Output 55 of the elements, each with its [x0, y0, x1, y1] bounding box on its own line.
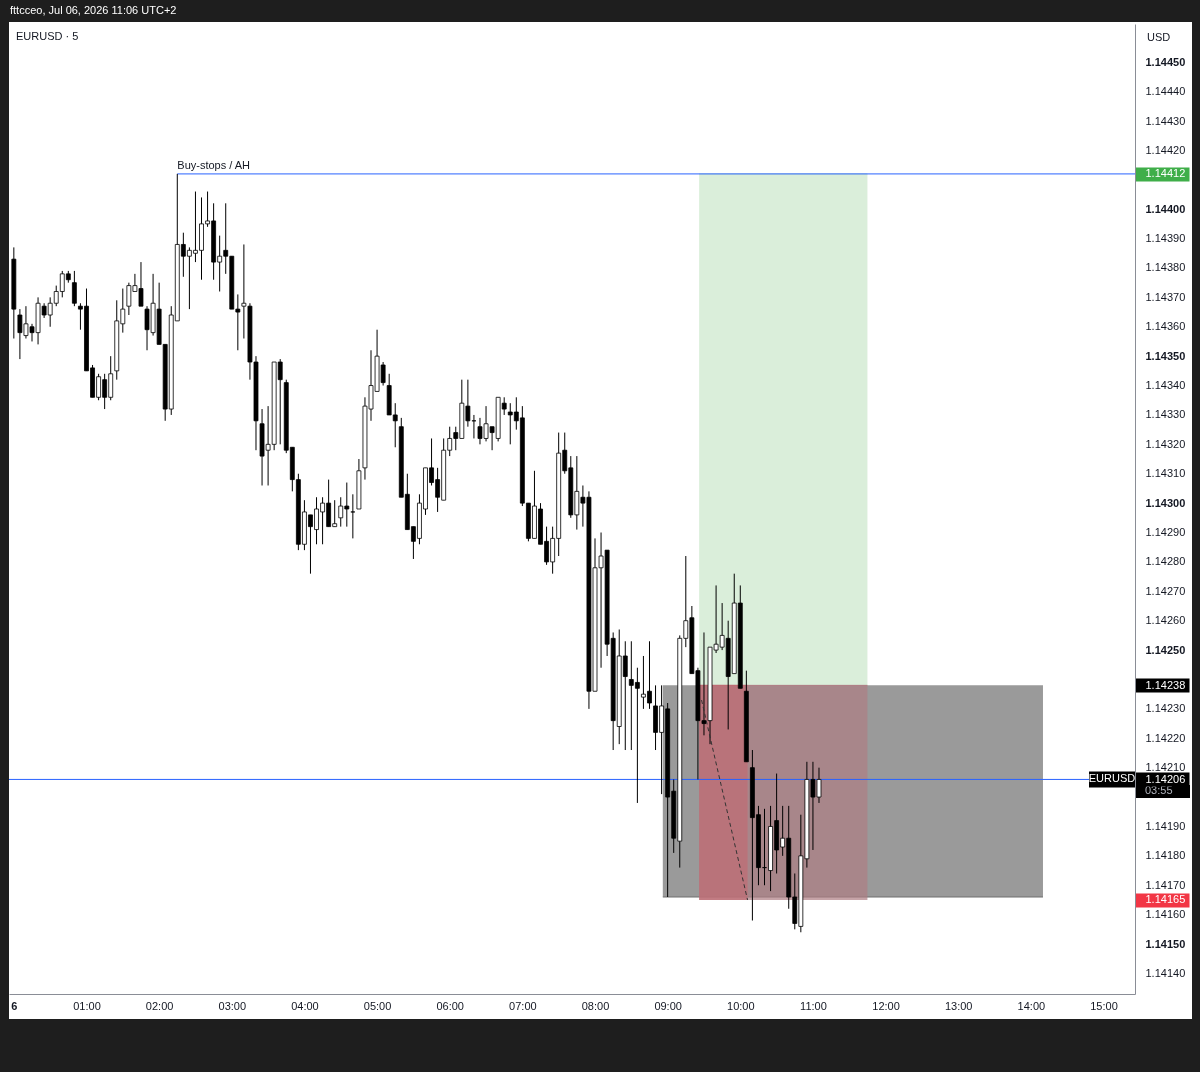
y-tick-label: 1.14260: [1145, 614, 1186, 627]
x-tick-label: 02:00: [145, 999, 174, 1012]
y-tick-label: 1.14206: [1145, 772, 1186, 785]
y-tick-label: 1.14220: [1145, 731, 1186, 744]
y-tick-label: 1.14412: [1145, 167, 1186, 180]
y-tick-label: 1.14370: [1145, 290, 1186, 303]
annotation: Buy-stops / AH: [177, 158, 251, 171]
x-tick-label: 11:00: [800, 999, 827, 1012]
y-tick-label: 1.14300: [1145, 496, 1186, 509]
y-tick-label: 1.14270: [1145, 584, 1186, 597]
y-tick-label: 1.14380: [1145, 261, 1186, 274]
y-tick-label: 1.14238: [1145, 678, 1186, 691]
y-tick-label: 1.14310: [1145, 467, 1186, 480]
y-tick-label: 1.14190: [1145, 819, 1186, 832]
y-tick-label: 1.14290: [1145, 526, 1186, 539]
ref-line-label: EURUSD: [1088, 772, 1136, 785]
y-tick-label: 1.14250: [1145, 643, 1186, 656]
x-tick-label: 14:00: [1017, 999, 1046, 1012]
x-tick-label: 01:00: [73, 999, 101, 1012]
x-tick-label: 13:00: [944, 999, 973, 1012]
text: 03:55: [1145, 784, 1173, 797]
y-tick-label: 1.14450: [1145, 55, 1186, 68]
x-tick-label: 05:00: [363, 999, 392, 1012]
y-tick-label: 1.14340: [1145, 379, 1186, 392]
x-tick-label: 15:00: [1090, 999, 1118, 1012]
x-tick-label: 03:00: [218, 999, 247, 1012]
y-tick-label: 1.14360: [1145, 320, 1186, 333]
y-tick-label: 1.14440: [1145, 85, 1186, 98]
y-tick-label: 1.14280: [1145, 555, 1186, 568]
y-tick-label: 1.14180: [1145, 849, 1186, 862]
y-tick-label: 1.14330: [1145, 408, 1186, 421]
x-tick-label: 07:00: [509, 999, 537, 1012]
x-tick-label: 06:00: [436, 999, 464, 1012]
y-tick-label: 1.14165: [1145, 893, 1186, 906]
y-tick-label: 1.14160: [1145, 908, 1186, 921]
y-tick-label: 1.14350: [1145, 349, 1186, 362]
x-tick-label: 09:00: [654, 999, 682, 1012]
y-tick-label: 1.14170: [1145, 878, 1186, 891]
y-axis-title: USD: [1147, 31, 1171, 43]
x-tick-label: 08:00: [581, 999, 610, 1012]
y-tick-label: 1.14150: [1145, 937, 1186, 950]
x-tick-label: 12:00: [872, 999, 900, 1012]
x-tick-label: 6: [11, 999, 18, 1012]
y-tick-label: 1.14320: [1145, 437, 1186, 450]
y-tick-label: 1.14430: [1145, 114, 1186, 127]
y-tick-label: 1.14140: [1145, 966, 1186, 979]
y-tick-label: 1.14390: [1145, 232, 1186, 245]
y-tick-label: 1.14400: [1145, 202, 1186, 215]
y-tick-label: 1.14230: [1145, 702, 1186, 715]
y-tick-label: 1.14420: [1145, 143, 1186, 156]
text: EURUSD · 5: [16, 30, 79, 42]
x-tick-label: 04:00: [291, 999, 319, 1012]
chart-subtitle: fttcceo, Jul 06, 2026 11:06 UTC+2: [10, 4, 177, 16]
y-tick-label: 1.14210: [1145, 761, 1186, 774]
x-tick-label: 10:00: [727, 999, 755, 1012]
